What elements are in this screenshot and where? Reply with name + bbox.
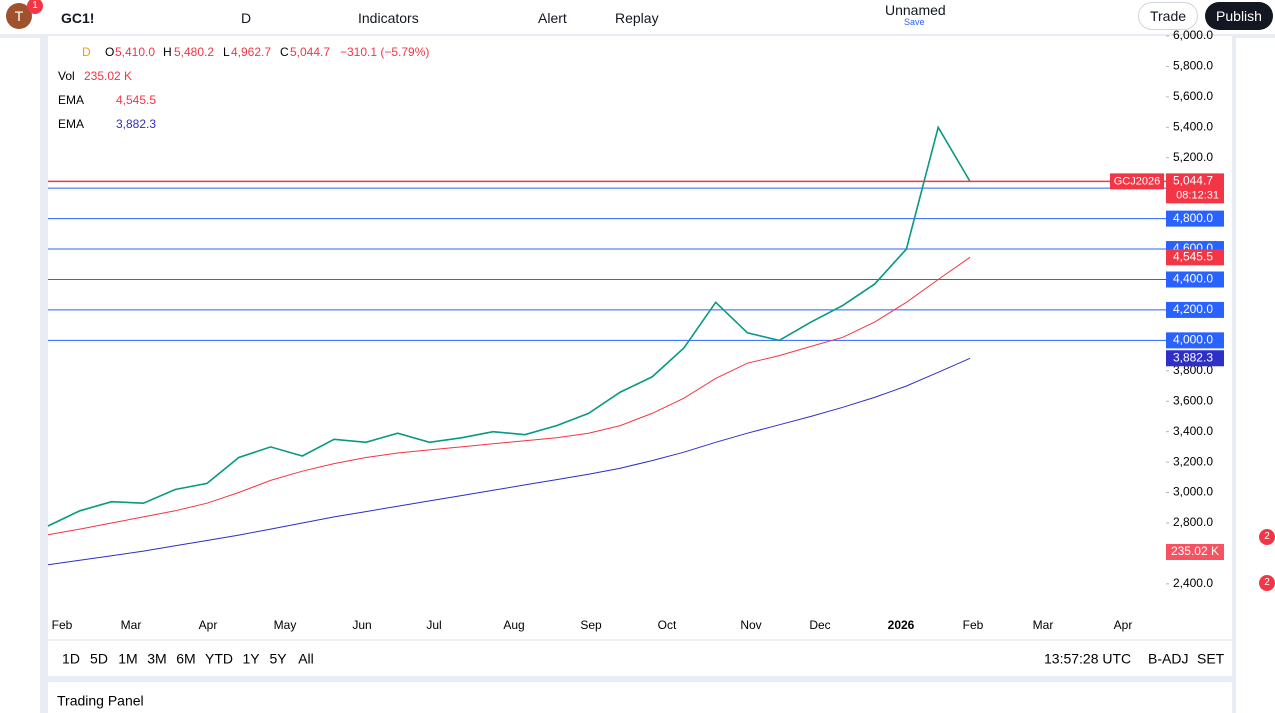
symbol-badge-label: GCJ2026 <box>1114 175 1160 187</box>
ema-badge-label: 4,545.5 <box>1173 250 1213 264</box>
y-tick-label: 3,800.0 <box>1173 363 1213 377</box>
range-button[interactable]: 6M <box>176 651 195 667</box>
last-price-badge <box>1166 173 1224 204</box>
price-badge <box>1166 271 1224 288</box>
x-tick-label: Aug <box>503 618 524 632</box>
legend-ema-value: 4,545.5 <box>116 93 156 107</box>
x-tick-label: Oct <box>658 618 677 632</box>
ema-line <box>47 357 971 566</box>
trade[interactable]: Trade <box>1138 2 1198 30</box>
range-button[interactable]: 5Y <box>269 651 287 667</box>
price-badge-label: 4,400.0 <box>1173 272 1213 286</box>
y-tick-label: 3,600.0 <box>1173 393 1213 407</box>
legend-ema-value: 3,882.3 <box>116 117 156 131</box>
legend-close: 5,044.7 <box>290 45 330 59</box>
x-tick-label: Sep <box>580 618 602 632</box>
legend-ema: EMA <box>58 93 84 107</box>
replay[interactable]: Replay <box>615 10 659 26</box>
x-tick-label: Jun <box>352 618 371 632</box>
left-toolbar <box>0 38 40 713</box>
range-button[interactable]: YTD <box>205 651 233 667</box>
legend-h: H <box>163 45 172 59</box>
x-tick-label: Dec <box>809 618 830 632</box>
publish[interactable]: Publish <box>1205 2 1273 30</box>
sidebar-badge: 2 <box>1259 575 1275 591</box>
price-badge <box>1166 332 1224 349</box>
price-badge-label: 4,200.0 <box>1173 302 1213 316</box>
last-price-label: 5,044.7 <box>1173 174 1213 188</box>
save[interactable]: Save <box>904 17 925 27</box>
legend-high: 5,480.2 <box>174 45 214 59</box>
ema-badge <box>1166 350 1224 367</box>
symbol-badge <box>1110 173 1164 190</box>
legend-open: 5,410.0 <box>115 45 155 59</box>
x-tick-label: May <box>274 618 297 632</box>
legend-ema: EMA <box>58 117 84 131</box>
x-tick-label: Apr <box>1114 618 1133 632</box>
interval[interactable]: D <box>241 10 252 26</box>
y-tick-label: 2,400.0 <box>1173 576 1213 590</box>
legend-low: 4,962.7 <box>231 45 271 59</box>
volume-badge-label: 235.02 K <box>1171 544 1219 558</box>
legend-l: L <box>223 45 230 59</box>
legend-c: C <box>280 45 289 59</box>
session[interactable]: SET <box>1197 651 1225 667</box>
x-tick-label: Apr <box>199 618 218 632</box>
x-tick-label: Nov <box>740 618 761 632</box>
right-toolbar <box>1236 38 1275 713</box>
trading-panel <box>48 682 1232 713</box>
y-tick-label: 5,800.0 <box>1173 59 1213 73</box>
y-tick-label: 2,800.0 <box>1173 515 1213 529</box>
range-button[interactable]: 5D <box>90 651 108 667</box>
avatar-badge: 1 <box>27 0 43 14</box>
y-tick-label: 5,400.0 <box>1173 119 1213 133</box>
indicators[interactable]: Indicators <box>358 10 419 26</box>
symbol[interactable]: GC1! <box>61 10 95 26</box>
ema-badge <box>1166 249 1224 266</box>
price-badge <box>1166 301 1224 318</box>
y-tick-label: 3,400.0 <box>1173 424 1213 438</box>
x-tick-label: Mar <box>121 618 142 632</box>
price-badge-label: 4,800.0 <box>1173 211 1213 225</box>
ema-badge-label: 3,882.3 <box>1173 350 1213 364</box>
top-bar: T 1 GC1! D Indicators Alert Replay Unnam… <box>0 0 1275 34</box>
x-tick-label: 2026 <box>888 618 915 632</box>
y-tick-label: 5,600.0 <box>1173 89 1213 103</box>
range-button[interactable]: 1M <box>118 651 137 667</box>
legend-vol: Vol <box>58 69 75 83</box>
range-button[interactable]: All <box>298 651 314 667</box>
legend-o: O <box>105 45 114 59</box>
price-badge <box>1166 210 1224 227</box>
legend-volume: 235.02 K <box>84 69 132 83</box>
ema-line <box>47 256 971 536</box>
y-tick-label: 5,200.0 <box>1173 150 1213 164</box>
x-tick-label: Feb <box>963 618 984 632</box>
y-tick-label: 6,000.0 <box>1173 28 1213 42</box>
alert[interactable]: Alert <box>538 10 567 26</box>
y-tick-label: 3,200.0 <box>1173 454 1213 468</box>
clock: 13:57:28 UTC <box>1044 651 1131 667</box>
y-tick-label: 3,000.0 <box>1173 485 1213 499</box>
price-line-series <box>47 125 971 527</box>
volume-badge <box>1166 544 1224 560</box>
trading-panel-title: Trading Panel <box>57 693 144 709</box>
range-button[interactable]: 1Y <box>242 651 260 667</box>
price-badge-label: 4,000.0 <box>1173 333 1213 347</box>
legend-change: −310.1 (−5.79%) <box>340 45 429 59</box>
chart-pane <box>48 36 1232 676</box>
x-tick-label: Feb <box>52 618 73 632</box>
sidebar-badge: 2 <box>1259 529 1275 545</box>
x-tick-label: Jul <box>426 618 441 632</box>
legend: D O 5,410.0 H 5,480.2 L 4,962.7 C 5,044.… <box>58 45 429 131</box>
legend-interval: D <box>82 45 91 59</box>
range-button[interactable]: 1D <box>62 651 80 667</box>
x-tick-label: Mar <box>1033 618 1054 632</box>
adjust[interactable]: B-ADJ <box>1148 651 1188 667</box>
layout-name[interactable]: Unnamed <box>885 2 946 18</box>
range-button[interactable]: 3M <box>147 651 166 667</box>
countdown: 08:12:31 <box>1176 189 1219 201</box>
